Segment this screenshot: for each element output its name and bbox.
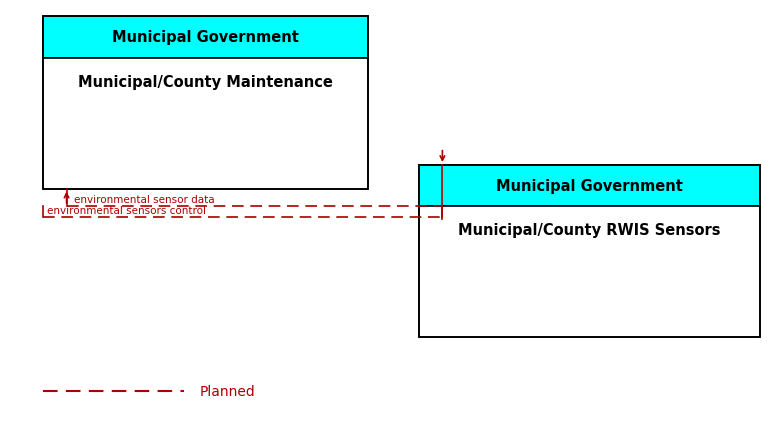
Bar [419,166,760,207]
Text: Municipal/County Maintenance: Municipal/County Maintenance [78,74,333,89]
Text: Municipal Government: Municipal Government [112,31,299,45]
Bar [43,58,368,189]
Bar [43,17,368,58]
Bar [43,17,368,189]
Bar [419,166,760,338]
Text: Planned: Planned [200,384,255,398]
Bar [419,207,760,338]
Text: Municipal Government: Municipal Government [496,179,683,194]
Text: Municipal/County RWIS Sensors: Municipal/County RWIS Sensors [458,223,720,238]
Text: environmental sensors control: environmental sensors control [47,206,206,215]
Text: environmental sensor data: environmental sensor data [74,195,215,205]
